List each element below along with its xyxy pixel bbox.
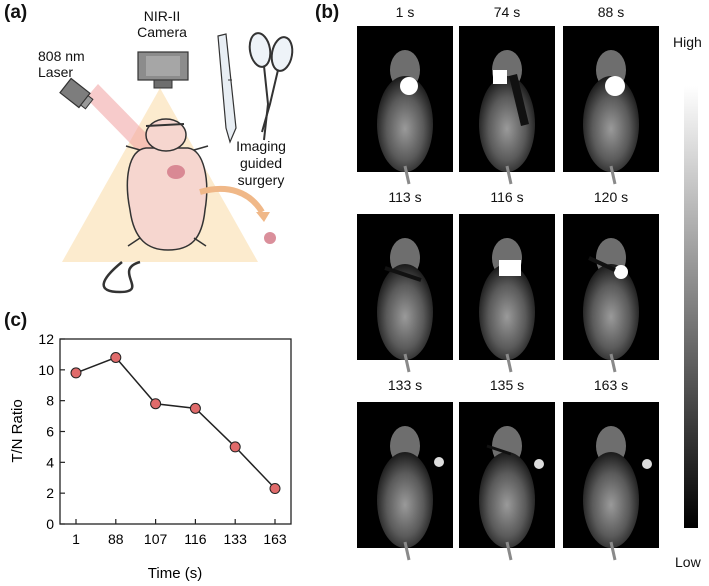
series-line bbox=[75, 356, 276, 490]
x-tick-label: 116 bbox=[184, 531, 207, 547]
panel-c-label: (c) bbox=[4, 310, 28, 331]
nir-tile-116s bbox=[459, 214, 555, 374]
plot-frame bbox=[59, 338, 292, 525]
y-axis-label: T/N Ratio bbox=[9, 399, 26, 462]
y-tick-label: 0 bbox=[46, 516, 54, 532]
tile-label: 88 s bbox=[597, 4, 625, 20]
x-axis-label: Time (s) bbox=[148, 565, 202, 582]
nir-tile-113s bbox=[357, 214, 453, 374]
nir-tile-120s bbox=[563, 214, 659, 374]
data-point bbox=[189, 402, 201, 414]
surgery-arrow bbox=[199, 185, 265, 214]
tn-ratio-chart: 0 2 4 6 8 10 12 1 88 107 116 133 163 T/N Ratio Time… bbox=[9, 331, 292, 582]
colorbar-high-label: High bbox=[673, 34, 702, 50]
surgery-schematic bbox=[59, 32, 294, 294]
x-tick-label: 107 bbox=[144, 531, 168, 547]
nir-tile-1s bbox=[357, 26, 453, 186]
mouse-illustration bbox=[102, 118, 209, 294]
nir-tile-133s bbox=[357, 402, 453, 562]
y-tick-label: 8 bbox=[46, 393, 54, 409]
x-tick-label: 88 bbox=[108, 531, 124, 547]
y-tick-label: 2 bbox=[46, 485, 54, 501]
panel-b-label: (b) bbox=[315, 2, 340, 23]
nir-tile-135s bbox=[459, 402, 555, 562]
camera-icon bbox=[137, 51, 189, 89]
x-tick-label: 133 bbox=[224, 531, 248, 547]
tile-label: 163 s bbox=[593, 377, 629, 393]
data-point bbox=[229, 441, 241, 453]
y-tick-label: 4 bbox=[46, 454, 54, 470]
tile-label: 1 s bbox=[395, 4, 415, 20]
y-tick-label: 6 bbox=[46, 424, 54, 440]
colorbar-low-label: Low bbox=[675, 554, 701, 570]
camera-label: NIR-II Camera bbox=[137, 8, 187, 40]
tile-label: 116 s bbox=[490, 189, 524, 205]
nir-tile-163s bbox=[563, 402, 659, 562]
y-tick-label: 10 bbox=[38, 362, 54, 378]
data-point bbox=[70, 367, 82, 379]
tile-label: 135 s bbox=[489, 377, 525, 393]
nir-tile-74s bbox=[459, 26, 555, 186]
tile-label: 113 s bbox=[388, 189, 422, 205]
colorbar bbox=[684, 86, 698, 528]
tile-label: 74 s bbox=[493, 4, 521, 20]
scalpel-icon bbox=[217, 33, 237, 144]
tile-label: 120 s bbox=[593, 189, 629, 205]
scissors-icon bbox=[248, 32, 294, 141]
tile-label: 133 s bbox=[387, 377, 423, 393]
surgery-label: Imaging guided surgery bbox=[236, 138, 286, 188]
x-tick-label: 1 bbox=[72, 531, 80, 547]
x-tick-label: 163 bbox=[263, 531, 287, 547]
panel-a-label: (a) bbox=[4, 2, 28, 23]
excised-tumor bbox=[264, 232, 276, 244]
nir-tile-88s bbox=[563, 26, 659, 186]
laser-label: 808 nm Laser bbox=[38, 48, 85, 80]
y-tick-label: 12 bbox=[38, 331, 54, 347]
data-point bbox=[150, 398, 162, 410]
data-point bbox=[269, 483, 281, 495]
data-point bbox=[110, 352, 122, 363]
laser-device-icon bbox=[59, 77, 94, 110]
